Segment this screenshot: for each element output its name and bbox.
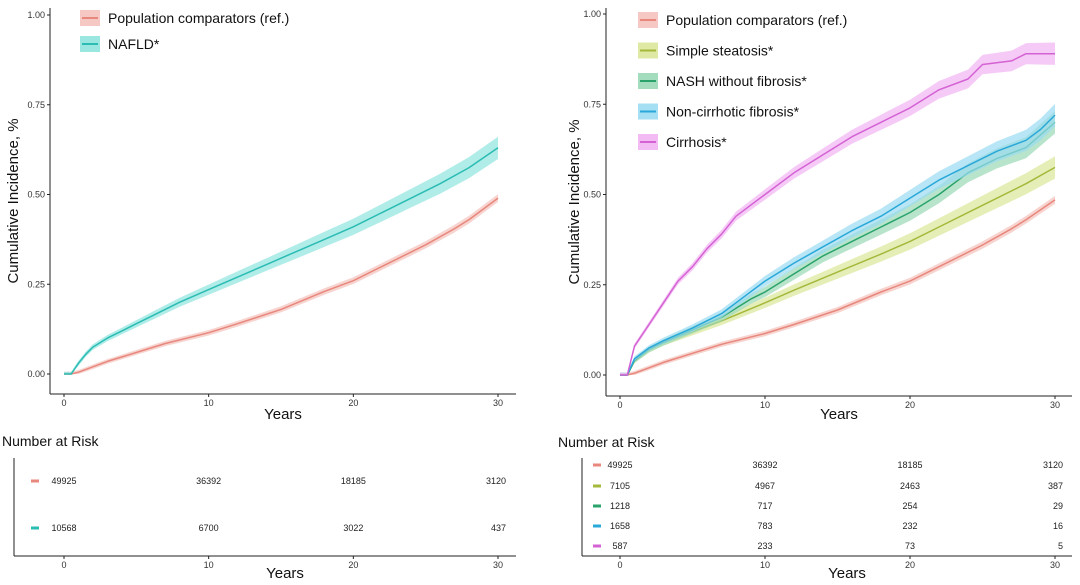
- x-axis-title: Years: [264, 406, 302, 423]
- y-tick-label: 0.50: [583, 190, 601, 200]
- risk-count: 10568: [51, 523, 76, 533]
- series-line-1: [620, 199, 1056, 376]
- x-axis-title: Years: [820, 406, 858, 423]
- risk-count: 18185: [897, 460, 922, 470]
- risk-x-tick-label: 0: [617, 560, 622, 570]
- risk-count: 717: [757, 501, 772, 511]
- y-tick-label: 0.25: [583, 280, 601, 290]
- risk-x-tick-label: 20: [905, 560, 915, 570]
- risk-x-axis-title: Years: [266, 565, 304, 580]
- risk-count: 2463: [900, 481, 920, 491]
- y-tick-label: 0.75: [583, 99, 601, 109]
- legend-label: NAFLD*: [108, 36, 160, 52]
- risk-count: 783: [757, 521, 772, 531]
- legend-label: NASH without fibrosis*: [666, 73, 807, 89]
- risk-x-tick-label: 30: [493, 560, 503, 570]
- risk-count: 232: [902, 521, 917, 531]
- x-tick-label: 20: [905, 400, 915, 410]
- risk-x-tick-label: 10: [760, 560, 770, 570]
- risk-count: 49925: [51, 476, 76, 486]
- risk-count: 1218: [610, 501, 630, 511]
- risk-x-tick-label: 20: [348, 560, 358, 570]
- x-tick-label: 30: [1050, 400, 1060, 410]
- risk-count: 49925: [607, 460, 632, 470]
- risk-count: 387: [1048, 481, 1063, 491]
- series-line-2: [64, 147, 499, 375]
- series-line-1: [64, 197, 499, 375]
- risk-count: 7105: [610, 481, 630, 491]
- risk-x-tick-label: 30: [1050, 560, 1060, 570]
- risk-count: 18185: [341, 476, 366, 486]
- x-tick-label: 30: [493, 398, 503, 408]
- legend-label: Population comparators (ref.): [666, 12, 847, 28]
- risk-count: 36392: [196, 476, 221, 486]
- y-tick-label: 0.00: [583, 370, 601, 380]
- y-tick-label: 1.00: [583, 9, 601, 19]
- risk-count: 3120: [486, 476, 506, 486]
- risk-x-tick-label: 10: [204, 560, 214, 570]
- y-tick-label: 0.00: [27, 369, 45, 379]
- risk-count: 36392: [752, 460, 777, 470]
- risk-count: 233: [757, 541, 772, 551]
- risk-count: 587: [612, 541, 627, 551]
- risk-count: 5: [1058, 541, 1063, 551]
- km-panel-1: 0.00 0.25 0.50 0.75 1.00 0 10 20 30 Cumulative In…: [2, 8, 516, 582]
- risk-count: 29: [1053, 501, 1063, 511]
- series-ci-band-2: [64, 136, 498, 374]
- x-tick-label: 10: [760, 400, 770, 410]
- risk-count: 73: [905, 541, 915, 551]
- y-tick-label: 0.25: [27, 279, 45, 289]
- y-tick-label: 1.00: [27, 10, 45, 20]
- risk-count: 254: [902, 501, 917, 511]
- x-tick-label: 0: [61, 398, 66, 408]
- x-tick-label: 10: [204, 398, 214, 408]
- series-line-4: [620, 114, 1056, 376]
- risk-x-tick-label: 0: [61, 560, 66, 570]
- series-line-5: [620, 52, 1055, 376]
- y-tick-label: 0.50: [27, 190, 45, 200]
- x-tick-label: 20: [348, 398, 358, 408]
- legend-label: Non-cirrhotic fibrosis*: [666, 104, 800, 120]
- series-ci-band-1: [620, 195, 1055, 375]
- series-ci-band-1: [64, 194, 498, 374]
- risk-table-title: Number at Risk: [2, 433, 99, 449]
- risk-table-title: Number at Risk: [558, 434, 655, 450]
- risk-count: 1658: [610, 521, 630, 531]
- risk-count: 4967: [755, 481, 775, 491]
- x-tick-label: 0: [617, 400, 622, 410]
- legend-label: Population comparators (ref.): [108, 10, 289, 26]
- risk-count: 437: [491, 523, 506, 533]
- risk-count: 16: [1053, 521, 1063, 531]
- legend-label: Simple steatosis*: [666, 43, 774, 59]
- y-axis-title: Cumulative Incidence, %: [5, 118, 22, 283]
- y-tick-label: 0.75: [27, 100, 45, 110]
- risk-x-axis-title: Years: [828, 565, 866, 580]
- risk-count: 3120: [1043, 460, 1063, 470]
- risk-count: 3022: [343, 523, 363, 533]
- km-panel-2: 0.00 0.25 0.50 0.75 1.00 0 10 20 30 Cumulative In…: [558, 8, 1072, 582]
- series-ci-band-2: [620, 156, 1055, 375]
- risk-count: 6700: [199, 523, 219, 533]
- legend-label: Cirrhosis*: [666, 134, 727, 150]
- y-axis-title: Cumulative Incidence, %: [566, 119, 583, 284]
